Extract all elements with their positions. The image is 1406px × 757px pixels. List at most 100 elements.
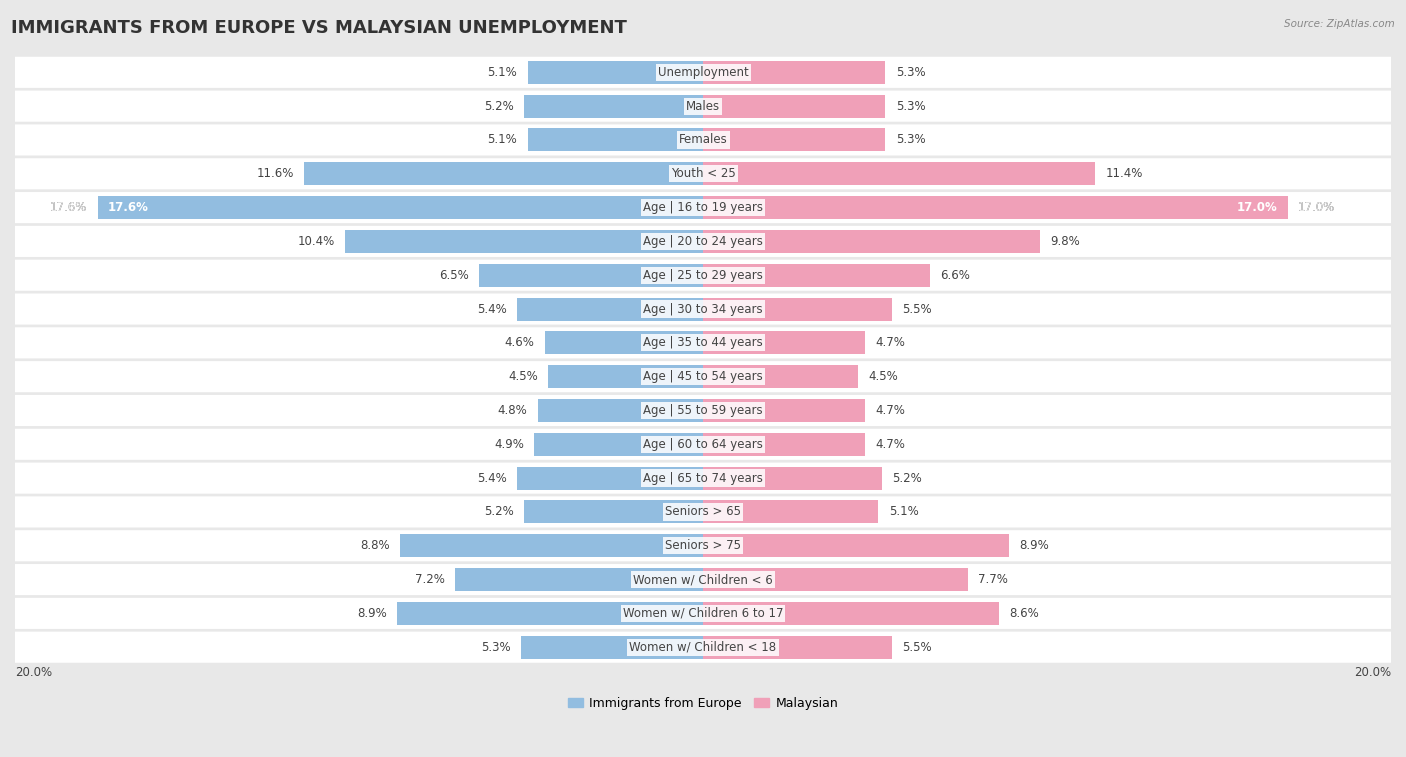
FancyBboxPatch shape bbox=[15, 192, 1391, 223]
Bar bbox=[456, 568, 703, 591]
Bar bbox=[703, 129, 886, 151]
Bar bbox=[703, 433, 865, 456]
FancyBboxPatch shape bbox=[15, 91, 1391, 122]
Text: 8.6%: 8.6% bbox=[1010, 607, 1039, 620]
Text: 11.4%: 11.4% bbox=[1105, 167, 1143, 180]
Text: 5.2%: 5.2% bbox=[484, 100, 513, 113]
Text: 20.0%: 20.0% bbox=[1354, 666, 1391, 679]
Bar bbox=[97, 196, 703, 219]
Text: Age | 65 to 74 years: Age | 65 to 74 years bbox=[643, 472, 763, 484]
Text: Age | 16 to 19 years: Age | 16 to 19 years bbox=[643, 201, 763, 214]
Bar bbox=[346, 230, 703, 253]
Text: 7.7%: 7.7% bbox=[979, 573, 1008, 586]
FancyBboxPatch shape bbox=[15, 395, 1391, 426]
Bar bbox=[703, 568, 967, 591]
Text: 17.0%: 17.0% bbox=[1298, 201, 1336, 214]
Bar bbox=[703, 500, 879, 523]
FancyBboxPatch shape bbox=[15, 530, 1391, 561]
Text: 4.8%: 4.8% bbox=[498, 404, 527, 417]
Bar bbox=[703, 602, 998, 625]
FancyBboxPatch shape bbox=[15, 158, 1391, 189]
Text: 5.2%: 5.2% bbox=[893, 472, 922, 484]
Text: 17.6%: 17.6% bbox=[49, 201, 87, 214]
Text: IMMIGRANTS FROM EUROPE VS MALAYSIAN UNEMPLOYMENT: IMMIGRANTS FROM EUROPE VS MALAYSIAN UNEM… bbox=[11, 19, 627, 37]
Text: 6.5%: 6.5% bbox=[439, 269, 470, 282]
Text: Youth < 25: Youth < 25 bbox=[671, 167, 735, 180]
Text: 4.5%: 4.5% bbox=[508, 370, 538, 383]
Bar bbox=[703, 636, 893, 659]
Text: Females: Females bbox=[679, 133, 727, 146]
Bar bbox=[703, 534, 1010, 557]
Text: 10.4%: 10.4% bbox=[298, 235, 335, 248]
Bar bbox=[703, 332, 865, 354]
Text: Women w/ Children 6 to 17: Women w/ Children 6 to 17 bbox=[623, 607, 783, 620]
Text: 5.4%: 5.4% bbox=[477, 472, 508, 484]
Bar bbox=[517, 298, 703, 320]
Text: 5.3%: 5.3% bbox=[896, 100, 925, 113]
Text: 17.6%: 17.6% bbox=[49, 201, 87, 214]
Bar bbox=[703, 230, 1040, 253]
Text: 5.1%: 5.1% bbox=[488, 133, 517, 146]
Text: 9.8%: 9.8% bbox=[1050, 235, 1080, 248]
Bar bbox=[703, 61, 886, 84]
Text: 17.0%: 17.0% bbox=[1298, 201, 1336, 214]
FancyBboxPatch shape bbox=[15, 294, 1391, 325]
Text: 5.4%: 5.4% bbox=[477, 303, 508, 316]
Text: 5.1%: 5.1% bbox=[889, 506, 918, 519]
Bar bbox=[703, 399, 865, 422]
Text: 5.3%: 5.3% bbox=[896, 66, 925, 79]
Text: 4.9%: 4.9% bbox=[495, 438, 524, 451]
Bar bbox=[703, 95, 886, 117]
Text: 20.0%: 20.0% bbox=[15, 666, 52, 679]
Bar bbox=[524, 95, 703, 117]
FancyBboxPatch shape bbox=[15, 428, 1391, 459]
Legend: Immigrants from Europe, Malaysian: Immigrants from Europe, Malaysian bbox=[562, 692, 844, 715]
Text: 7.2%: 7.2% bbox=[415, 573, 446, 586]
FancyBboxPatch shape bbox=[15, 497, 1391, 528]
FancyBboxPatch shape bbox=[15, 57, 1391, 88]
Bar bbox=[304, 162, 703, 185]
FancyBboxPatch shape bbox=[15, 564, 1391, 595]
Text: Age | 25 to 29 years: Age | 25 to 29 years bbox=[643, 269, 763, 282]
Bar bbox=[544, 332, 703, 354]
Text: Age | 45 to 54 years: Age | 45 to 54 years bbox=[643, 370, 763, 383]
Text: 4.6%: 4.6% bbox=[505, 336, 534, 350]
Text: Age | 60 to 64 years: Age | 60 to 64 years bbox=[643, 438, 763, 451]
Bar bbox=[524, 500, 703, 523]
Text: 5.5%: 5.5% bbox=[903, 303, 932, 316]
Bar bbox=[538, 399, 703, 422]
Text: Males: Males bbox=[686, 100, 720, 113]
Text: Age | 55 to 59 years: Age | 55 to 59 years bbox=[643, 404, 763, 417]
Text: 5.5%: 5.5% bbox=[903, 640, 932, 654]
Bar bbox=[703, 196, 1288, 219]
FancyBboxPatch shape bbox=[15, 361, 1391, 392]
Bar bbox=[703, 162, 1095, 185]
FancyBboxPatch shape bbox=[15, 260, 1391, 291]
Bar bbox=[534, 433, 703, 456]
Text: Unemployment: Unemployment bbox=[658, 66, 748, 79]
FancyBboxPatch shape bbox=[15, 124, 1391, 155]
Text: 4.7%: 4.7% bbox=[875, 404, 905, 417]
Bar bbox=[703, 263, 929, 287]
Text: 5.1%: 5.1% bbox=[488, 66, 517, 79]
Text: 4.5%: 4.5% bbox=[868, 370, 898, 383]
Bar bbox=[396, 602, 703, 625]
Text: 4.7%: 4.7% bbox=[875, 336, 905, 350]
Text: Age | 30 to 34 years: Age | 30 to 34 years bbox=[643, 303, 763, 316]
Text: 4.7%: 4.7% bbox=[875, 438, 905, 451]
Bar bbox=[703, 365, 858, 388]
Bar bbox=[527, 129, 703, 151]
Text: Age | 20 to 24 years: Age | 20 to 24 years bbox=[643, 235, 763, 248]
Text: 11.6%: 11.6% bbox=[256, 167, 294, 180]
Bar bbox=[548, 365, 703, 388]
Text: 5.3%: 5.3% bbox=[896, 133, 925, 146]
Text: 8.8%: 8.8% bbox=[360, 539, 389, 553]
Text: 5.3%: 5.3% bbox=[481, 640, 510, 654]
Text: 8.9%: 8.9% bbox=[357, 607, 387, 620]
Text: 17.6%: 17.6% bbox=[108, 201, 149, 214]
Text: 17.0%: 17.0% bbox=[1237, 201, 1278, 214]
Text: Source: ZipAtlas.com: Source: ZipAtlas.com bbox=[1284, 19, 1395, 29]
FancyBboxPatch shape bbox=[15, 327, 1391, 358]
FancyBboxPatch shape bbox=[15, 226, 1391, 257]
Text: 6.6%: 6.6% bbox=[941, 269, 970, 282]
